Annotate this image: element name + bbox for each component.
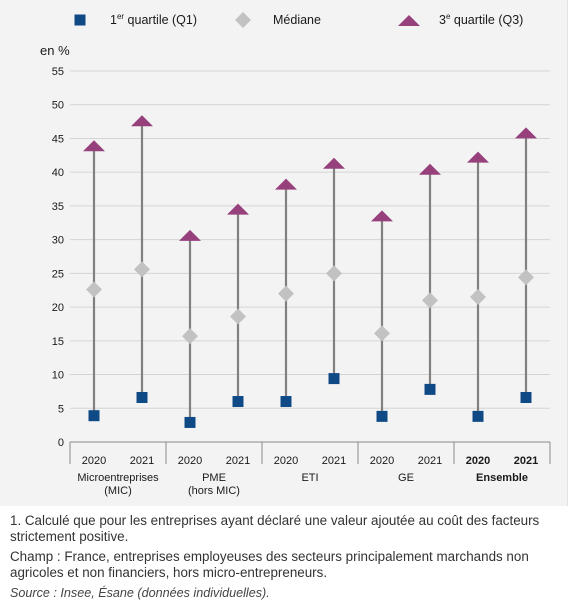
q3-marker-3 xyxy=(227,203,249,215)
q3-marker-7 xyxy=(419,163,441,175)
x-tick-label-9: 2021 xyxy=(514,455,538,467)
median-marker-5 xyxy=(326,265,342,282)
median-marker-2 xyxy=(182,328,198,345)
median-marker-8 xyxy=(470,288,486,305)
y-tick-label-25: 25 xyxy=(52,268,64,280)
q3-marker-2 xyxy=(179,229,201,241)
median-marker-6 xyxy=(374,325,390,342)
y-tick-label-55: 55 xyxy=(52,66,64,78)
q1-marker-6 xyxy=(376,410,388,422)
legend-q3-triangle-icon xyxy=(398,15,420,26)
median-marker-0 xyxy=(86,281,102,298)
y-tick-label-5: 5 xyxy=(58,403,64,415)
quartile-chart: 0 5 10 15 20 25 30 35 40 45 50 55 en % 2020 2021 2020 20… xyxy=(40,12,551,497)
group-label-4-line-0: Ensemble xyxy=(476,472,528,484)
x-tick-label-3: 2021 xyxy=(226,455,250,467)
q3-marker-6 xyxy=(371,210,393,222)
legend-label-0: 1er quartile (Q1) xyxy=(110,12,197,27)
y-tick-label-30: 30 xyxy=(52,235,64,247)
y-axis-label: en % xyxy=(40,43,70,58)
y-tick-label-40: 40 xyxy=(52,167,64,179)
legend-label-1: Médiane xyxy=(273,13,321,27)
q1-marker-4 xyxy=(280,396,292,408)
chart-notes: 1. Calculé que pour les entreprises ayan… xyxy=(10,513,562,605)
y-tick-label-10: 10 xyxy=(52,370,64,382)
x-tick-label-6: 2020 xyxy=(370,455,394,467)
champ-note: Champ : France, entreprises employeuses … xyxy=(10,549,529,580)
y-tick-label-0: 0 xyxy=(58,437,64,449)
q3-marker-9 xyxy=(515,127,537,139)
median-marker-1 xyxy=(134,261,150,278)
y-tick-label-20: 20 xyxy=(52,302,64,314)
group-label-1-line-0: PME xyxy=(202,472,226,484)
group-label-2-line-0: ETI xyxy=(301,472,318,484)
q3-marker-0 xyxy=(83,140,105,152)
y-tick-label-45: 45 xyxy=(52,133,64,145)
q3-marker-1 xyxy=(131,115,153,127)
x-tick-label-7: 2021 xyxy=(418,455,442,467)
q1-marker-7 xyxy=(424,383,436,395)
q1-marker-8 xyxy=(472,410,484,422)
y-tick-label-35: 35 xyxy=(52,201,64,213)
group-label-1-line-1: (hors MIC) xyxy=(188,485,240,497)
q1-marker-3 xyxy=(232,396,244,408)
legend-label-2: 3e quartile (Q3) xyxy=(439,12,523,27)
y-tick-label-15: 15 xyxy=(52,336,64,348)
q1-marker-9 xyxy=(520,391,532,403)
median-marker-7 xyxy=(422,292,438,309)
q1-marker-5 xyxy=(328,373,340,385)
legend-median-diamond-icon xyxy=(235,12,251,28)
q1-marker-2 xyxy=(184,416,196,428)
y-tick-label-50: 50 xyxy=(52,100,64,112)
x-tick-label-5: 2021 xyxy=(322,455,346,467)
median-marker-9 xyxy=(518,269,534,286)
group-label-0-line-1: (MIC) xyxy=(104,485,132,497)
median-marker-3 xyxy=(230,308,246,325)
x-tick-label-8: 2020 xyxy=(466,455,490,467)
q3-marker-4 xyxy=(275,178,297,190)
q1-marker-0 xyxy=(88,410,100,422)
x-tick-label-0: 2020 xyxy=(82,455,106,467)
median-marker-4 xyxy=(278,285,294,302)
legend-q1-square-icon xyxy=(74,14,86,26)
group-label-0-line-0: Microentreprises xyxy=(77,472,159,484)
q1-marker-1 xyxy=(136,391,148,403)
q3-marker-5 xyxy=(323,157,345,169)
group-label-3-line-0: GE xyxy=(398,472,414,484)
x-tick-label-2: 2020 xyxy=(178,455,202,467)
x-tick-label-1: 2021 xyxy=(130,455,154,467)
footnote: 1. Calculé que pour les entreprises ayan… xyxy=(10,513,540,544)
x-tick-label-4: 2020 xyxy=(274,455,298,467)
source-note: Source : Insee, Ésane (données individue… xyxy=(10,586,270,600)
q3-marker-8 xyxy=(467,151,489,163)
chart-panel: 0 5 10 15 20 25 30 35 40 45 50 55 en % 2020 2021 2020 20… xyxy=(0,0,568,506)
